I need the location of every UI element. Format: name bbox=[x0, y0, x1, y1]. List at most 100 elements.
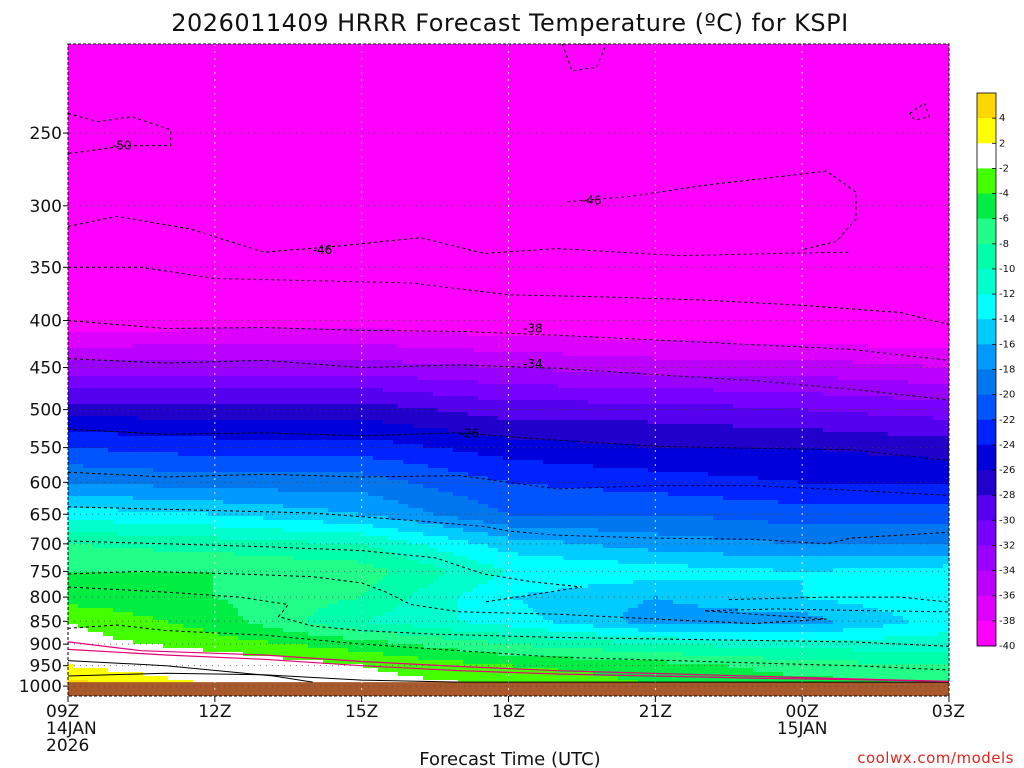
heat-cell bbox=[128, 328, 134, 333]
heat-cell bbox=[98, 84, 104, 89]
heat-cell bbox=[188, 212, 194, 217]
heat-cell bbox=[73, 436, 79, 441]
heat-cell bbox=[123, 172, 129, 177]
heat-cell bbox=[158, 404, 164, 409]
heat-cell bbox=[163, 188, 169, 193]
heat-cell bbox=[168, 204, 174, 209]
heat-cell bbox=[173, 484, 179, 489]
heat-cell bbox=[173, 164, 179, 169]
heat-cell bbox=[133, 152, 139, 157]
heat-cell bbox=[178, 216, 184, 221]
heat-cell bbox=[88, 644, 94, 649]
heat-cell bbox=[188, 632, 194, 637]
heat-cell bbox=[128, 176, 134, 181]
heat-cell bbox=[203, 200, 209, 205]
heat-cell bbox=[113, 124, 119, 129]
heat-cell bbox=[183, 548, 189, 553]
heat-cell bbox=[113, 620, 119, 625]
heat-cell bbox=[133, 524, 139, 529]
heat-cell bbox=[118, 408, 124, 413]
heat-cell bbox=[133, 500, 139, 505]
heat-cell bbox=[183, 488, 189, 493]
heat-cell bbox=[148, 56, 154, 61]
heat-cell bbox=[73, 100, 79, 105]
heat-cell bbox=[218, 304, 224, 309]
heat-cell bbox=[93, 76, 99, 81]
heat-cell bbox=[203, 240, 209, 245]
heat-cell bbox=[133, 400, 139, 405]
heat-cell bbox=[153, 632, 159, 637]
heat-cell bbox=[153, 156, 159, 161]
heat-cell bbox=[198, 660, 204, 665]
heat-cell bbox=[163, 108, 169, 113]
heat-cell bbox=[103, 364, 109, 369]
heat-cell bbox=[68, 588, 74, 593]
heat-cell bbox=[218, 228, 224, 233]
heat-cell bbox=[128, 72, 134, 77]
heat-cell bbox=[73, 220, 79, 225]
heat-cell bbox=[153, 124, 159, 129]
heat-cell bbox=[128, 332, 134, 337]
heat-cell bbox=[213, 492, 219, 497]
heat-cell bbox=[173, 444, 179, 449]
heat-cell bbox=[98, 68, 104, 73]
heat-cell bbox=[108, 316, 114, 321]
heat-cell bbox=[198, 144, 204, 149]
heat-cell bbox=[133, 60, 139, 65]
heat-cell bbox=[93, 428, 99, 433]
heat-cell bbox=[168, 316, 174, 321]
heat-cell bbox=[213, 488, 219, 493]
heat-cell bbox=[198, 124, 204, 129]
heat-cell bbox=[103, 76, 109, 81]
heat-cell bbox=[98, 512, 104, 517]
heat-cell bbox=[78, 628, 84, 633]
heat-cell bbox=[68, 404, 74, 409]
heat-cell bbox=[203, 460, 209, 465]
heat-cell bbox=[118, 292, 124, 297]
heat-cell bbox=[188, 64, 194, 69]
heat-cell bbox=[188, 152, 194, 157]
heat-cell bbox=[168, 548, 174, 553]
heat-cell bbox=[98, 620, 104, 625]
heat-cell bbox=[208, 508, 214, 513]
heat-cell bbox=[183, 468, 189, 473]
heat-cell bbox=[78, 632, 84, 637]
heat-cell bbox=[178, 48, 184, 53]
heat-cell bbox=[143, 76, 149, 81]
heat-cell bbox=[218, 272, 224, 277]
heat-cell bbox=[93, 268, 99, 273]
heat-cell bbox=[153, 112, 159, 117]
heat-cell bbox=[188, 472, 194, 477]
heat-cell bbox=[113, 636, 119, 641]
heat-cell bbox=[118, 668, 124, 673]
heat-cell bbox=[163, 172, 169, 177]
heat-cell bbox=[208, 352, 214, 357]
heat-cell bbox=[88, 44, 94, 49]
heat-cell bbox=[128, 204, 134, 209]
heat-cell bbox=[143, 664, 149, 669]
heat-cell bbox=[188, 184, 194, 189]
heat-cell bbox=[208, 92, 214, 97]
heat-cell bbox=[83, 632, 89, 637]
heat-cell bbox=[128, 372, 134, 377]
heat-cell bbox=[153, 512, 159, 517]
heat-cell bbox=[133, 636, 139, 641]
heat-cell bbox=[163, 312, 169, 317]
heat-cell bbox=[93, 244, 99, 249]
heat-cell bbox=[148, 228, 154, 233]
heat-cell bbox=[153, 576, 159, 581]
heat-cell bbox=[103, 88, 109, 93]
heat-cell bbox=[113, 196, 119, 201]
heat-cell bbox=[218, 448, 224, 453]
heat-cell bbox=[78, 288, 84, 293]
heat-cell bbox=[193, 412, 199, 417]
heat-cell bbox=[208, 516, 214, 521]
heat-cell bbox=[163, 504, 169, 509]
heat-cell bbox=[148, 500, 154, 505]
heat-cell bbox=[88, 172, 94, 177]
heat-cell bbox=[193, 164, 199, 169]
heat-cell bbox=[208, 504, 214, 509]
heat-cell bbox=[168, 400, 174, 405]
heat-cell bbox=[198, 624, 204, 629]
heat-cell bbox=[73, 112, 79, 117]
